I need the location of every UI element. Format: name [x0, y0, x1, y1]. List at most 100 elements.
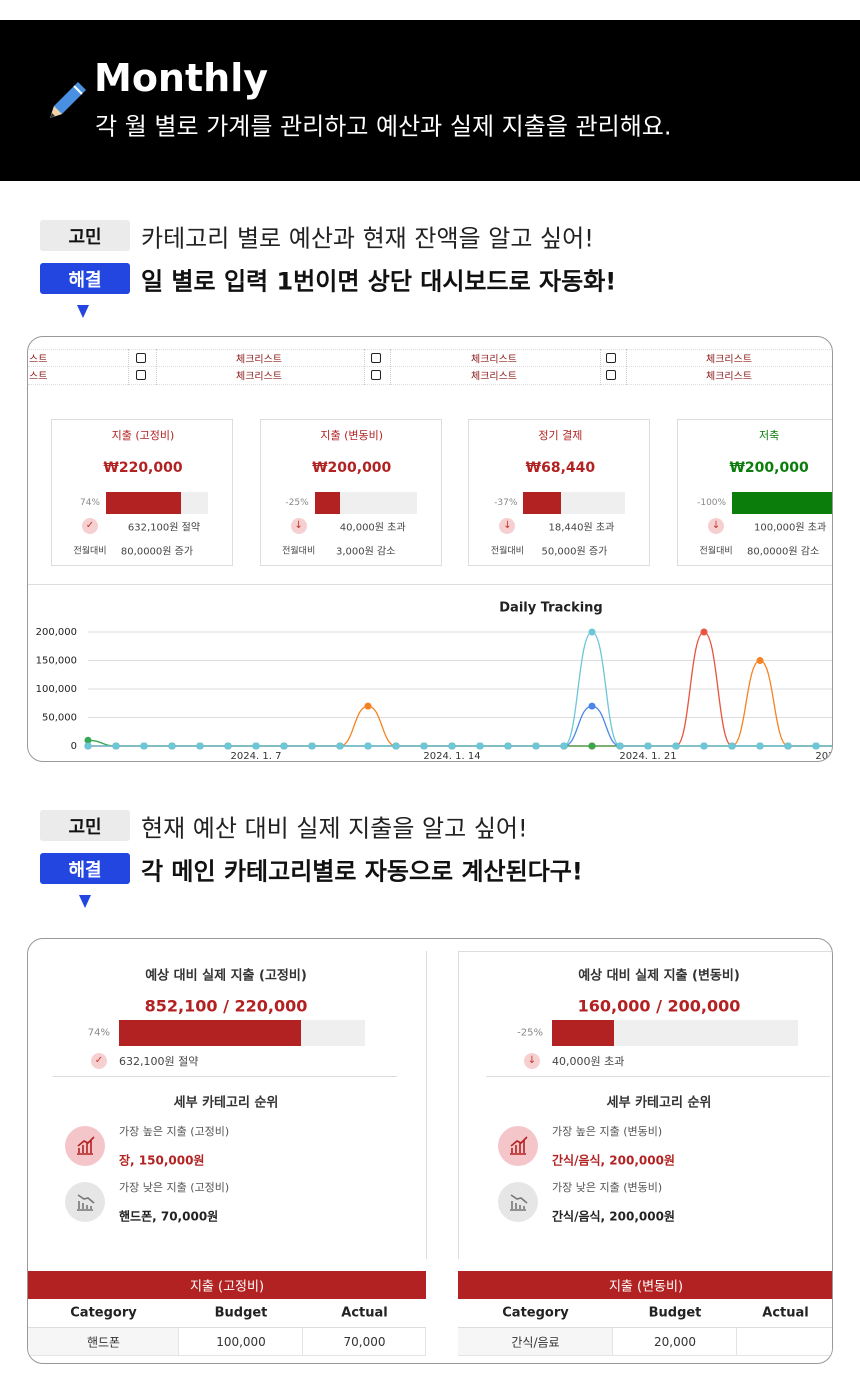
cell-border [364, 349, 365, 385]
point [728, 742, 736, 750]
point [448, 742, 456, 750]
title: Monthly [94, 56, 268, 100]
progress-track [314, 492, 417, 514]
solution-text: 각 메인 카테고리별로 자동으로 계산된다구! [141, 857, 583, 886]
card-amount: ₩200,000 [729, 460, 809, 476]
column-header: Budget [648, 1305, 702, 1321]
point [84, 742, 92, 750]
solution-badge: 해결 [40, 853, 130, 884]
point [392, 742, 400, 750]
rank-icon [65, 1126, 105, 1166]
separator [53, 1076, 397, 1077]
table-text: 20,000 [654, 1335, 696, 1349]
checklist-text: 체크리스트 [706, 354, 752, 366]
progress-fill [106, 492, 182, 514]
rank-label: 가장 낮은 지출 (고정비) [119, 1181, 230, 1194]
checklist-text: 체크리스트 [471, 354, 517, 366]
y-tick-label: 150,000 [36, 656, 77, 667]
card-status: 18,440원 초과 [548, 522, 615, 534]
point [112, 742, 120, 750]
ranking-title: 세부 카테고리 순위 [173, 1095, 279, 1111]
point [812, 742, 820, 750]
problem-badge: 고민 [40, 220, 130, 251]
progress-track [552, 1020, 798, 1046]
chart-icon [77, 1194, 95, 1211]
table-title-band [28, 1271, 426, 1299]
table-title-band [458, 1271, 832, 1299]
y-tick-label: 0 [71, 741, 77, 752]
rank-icon [498, 1126, 538, 1166]
row-border [28, 349, 832, 350]
point [252, 742, 260, 750]
point [588, 702, 596, 710]
checkbox [606, 353, 616, 363]
point [644, 742, 652, 750]
point [196, 742, 204, 750]
checklist-text: 체크리스트 [471, 371, 517, 383]
x-tick-label: 2024. 1. 21 [619, 751, 676, 762]
compare-label: 전월대비 [699, 546, 733, 557]
solution-badge: 해결 [40, 263, 130, 294]
progress-track [732, 492, 832, 514]
rank-value: 간식/음식, 200,000원 [552, 1209, 675, 1224]
progress-track [119, 1020, 365, 1046]
point [756, 742, 764, 750]
checklist-text: 체크리스트 [236, 371, 282, 383]
progress-label: -37% [494, 498, 518, 508]
column-header: Actual [762, 1305, 809, 1321]
checkbox [606, 370, 616, 380]
card-title: 지출 (고정비) [111, 429, 175, 442]
row-border [28, 1327, 426, 1328]
separator [28, 584, 832, 585]
subtitle: 각 월 별로 가계를 관리하고 예산과 실제 지출을 관리해요. [95, 112, 672, 141]
checkbox [371, 370, 381, 380]
solution-text: 일 별로 입력 1번이면 상단 대시보드로 자동화! [141, 267, 617, 296]
separator [486, 1076, 830, 1077]
pen-icon [50, 82, 86, 118]
checklist-text: 체크리스트 [236, 354, 282, 366]
table-cell [179, 1328, 303, 1356]
panel-title: 예상 대비 실제 지출 (고정비) [145, 968, 307, 984]
point [364, 702, 372, 710]
progress-fill [523, 492, 562, 514]
point [224, 742, 232, 750]
chart-title: Daily Tracking [499, 601, 602, 616]
chart: Daily Tracking 0 50,000 100,000 150,000 200,0… [36, 601, 833, 762]
point [532, 742, 540, 750]
cell-border [626, 349, 627, 385]
progress-fill [732, 492, 832, 514]
progress-label: 74% [79, 498, 100, 508]
x-tick-label: 2024. 1. 7 [231, 751, 282, 762]
compare-value: 80,0000원 감소 [747, 546, 820, 558]
panel-title: 예상 대비 실제 지출 (변동비) [578, 968, 740, 984]
point [560, 742, 568, 750]
card-status: 632,100원 절약 [127, 522, 201, 534]
progress-fill [552, 1020, 614, 1046]
rank-value: 장, 150,000원 [119, 1153, 205, 1168]
x-tick-label: 2024. 1. 28 [815, 751, 833, 762]
column-header: Budget [214, 1305, 268, 1321]
status-icon: ↓ [499, 518, 516, 534]
checklist-text: 스트 [29, 371, 48, 383]
card-title: 지출 (변동비) [320, 429, 384, 442]
table-text: 간식/음료 [511, 1335, 560, 1350]
rank-label: 가장 높은 지출 (변동비) [552, 1125, 663, 1138]
rank-icon [65, 1182, 105, 1222]
card-status: 100,000원 초과 [754, 522, 827, 534]
panel-amount: 160,000 / 200,000 [577, 996, 741, 1016]
card: 지출 (변동비) ₩200,000 -25% ↓ 40,000원 초과 전월대비 3,000… [259, 419, 442, 566]
compare-value: 80,0000원 증가 [120, 546, 194, 558]
rank-value: 핸드폰, 70,000원 [119, 1209, 219, 1224]
point [280, 742, 288, 750]
card-amount: ₩68,440 [525, 460, 596, 476]
panel-border [458, 951, 459, 1259]
problem-badge: 고민 [40, 810, 130, 841]
point [420, 742, 428, 750]
point [700, 628, 708, 636]
point [588, 742, 596, 750]
point [588, 628, 596, 636]
cell-border [600, 349, 601, 385]
cell-border [156, 349, 157, 385]
point [504, 742, 512, 750]
